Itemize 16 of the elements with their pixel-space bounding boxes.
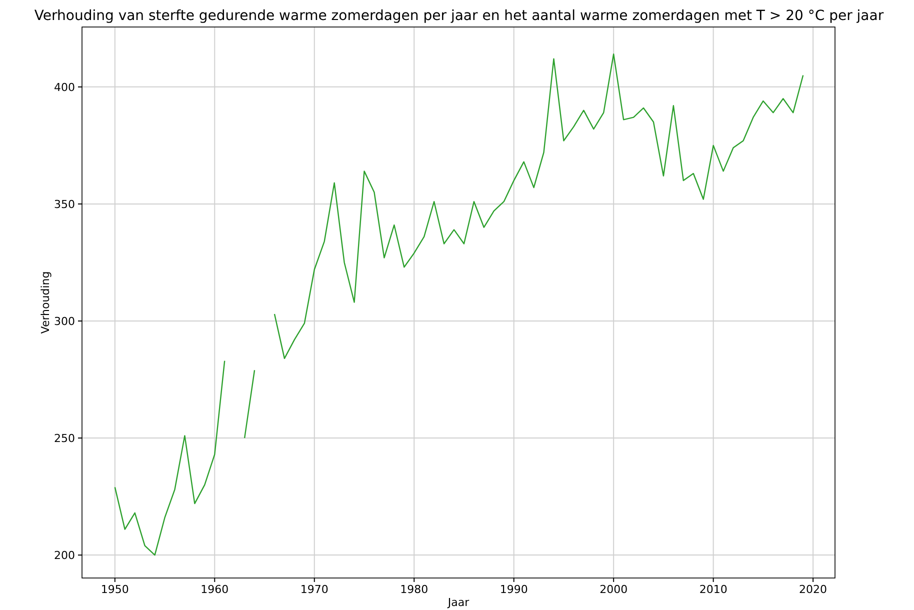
- x-tick-label: 2020: [799, 583, 828, 596]
- y-axis-title: Verhouding: [39, 271, 52, 334]
- x-tick-label: 2010: [699, 583, 728, 596]
- x-tick-label: 1980: [400, 583, 428, 596]
- y-tick-label: 400: [54, 80, 75, 94]
- x-tick-label: 1960: [200, 583, 229, 596]
- x-tick-label: 1950: [100, 583, 129, 596]
- chart-title: Verhouding van sterfte gedurende warme zomerdagen per jaar en het aantal warme zomerdagen met T > 20 °C per jaar: [34, 8, 884, 24]
- y-tick-label: 200: [54, 548, 75, 562]
- y-tick-label: 300: [54, 314, 75, 328]
- y-tick-label: 250: [54, 432, 75, 445]
- x-tick-label: 1990: [500, 583, 528, 596]
- x-tick-label: 1970: [300, 583, 328, 596]
- x-tick-label: 2000: [600, 583, 628, 596]
- y-tick-label: 350: [54, 198, 75, 211]
- x-axis-title: Jaar: [446, 596, 470, 609]
